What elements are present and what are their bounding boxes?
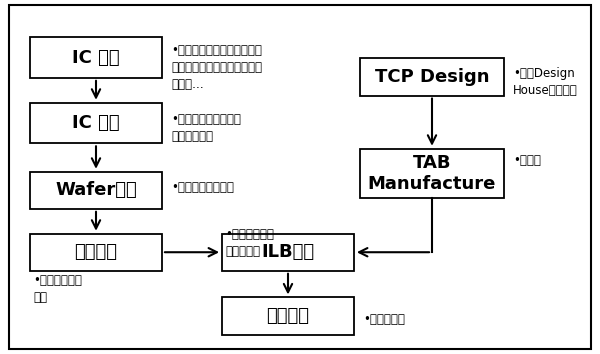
Text: •華邦、盛群、聯詠、合邦、
所羅門、民生、義隆、太欣、
數茁，…: •華邦、盛群、聯詠、合邦、 所羅門、民生、義隆、太欣、 數茁，…	[171, 44, 262, 91]
Text: •宏宇、矽品: •宏宇、矽品	[363, 313, 405, 326]
Text: IC 製造: IC 製造	[72, 114, 120, 132]
Text: •頞邦、福葦、
鎮立: •頞邦、福葦、 鎮立	[33, 274, 82, 304]
Text: 凸塊製程: 凸塊製程	[74, 243, 118, 261]
Bar	[30, 37, 162, 78]
Bar	[30, 172, 162, 209]
Text: •華邦、聯電、漢陽、
台積電、茂矽: •華邦、聯電、漢陽、 台積電、茂矽	[171, 113, 241, 143]
Text: •楠梗電: •楠梗電	[513, 154, 541, 167]
Text: TCP Design: TCP Design	[375, 68, 489, 86]
Bar	[30, 103, 162, 143]
Text: •一般Design
House皆可設計: •一般Design House皆可設計	[513, 67, 578, 97]
Text: •矽豐、矽品、南茂: •矽豐、矽品、南茂	[171, 181, 234, 194]
Bar	[360, 58, 504, 96]
Text: TAB
Manufacture: TAB Manufacture	[368, 154, 496, 193]
Bar	[30, 234, 162, 271]
Text: ILB封裝: ILB封裝	[262, 243, 314, 261]
Bar	[222, 234, 354, 271]
Text: •頞邦、福葦、
飛訊、南茂: •頞邦、福葦、 飛訊、南茂	[225, 228, 274, 258]
Text: Wafer測試: Wafer測試	[55, 181, 137, 199]
Bar	[360, 149, 504, 198]
Bar	[222, 297, 354, 335]
Text: IC 設計: IC 設計	[72, 48, 120, 67]
Text: 產品測試: 產品測試	[266, 307, 310, 325]
